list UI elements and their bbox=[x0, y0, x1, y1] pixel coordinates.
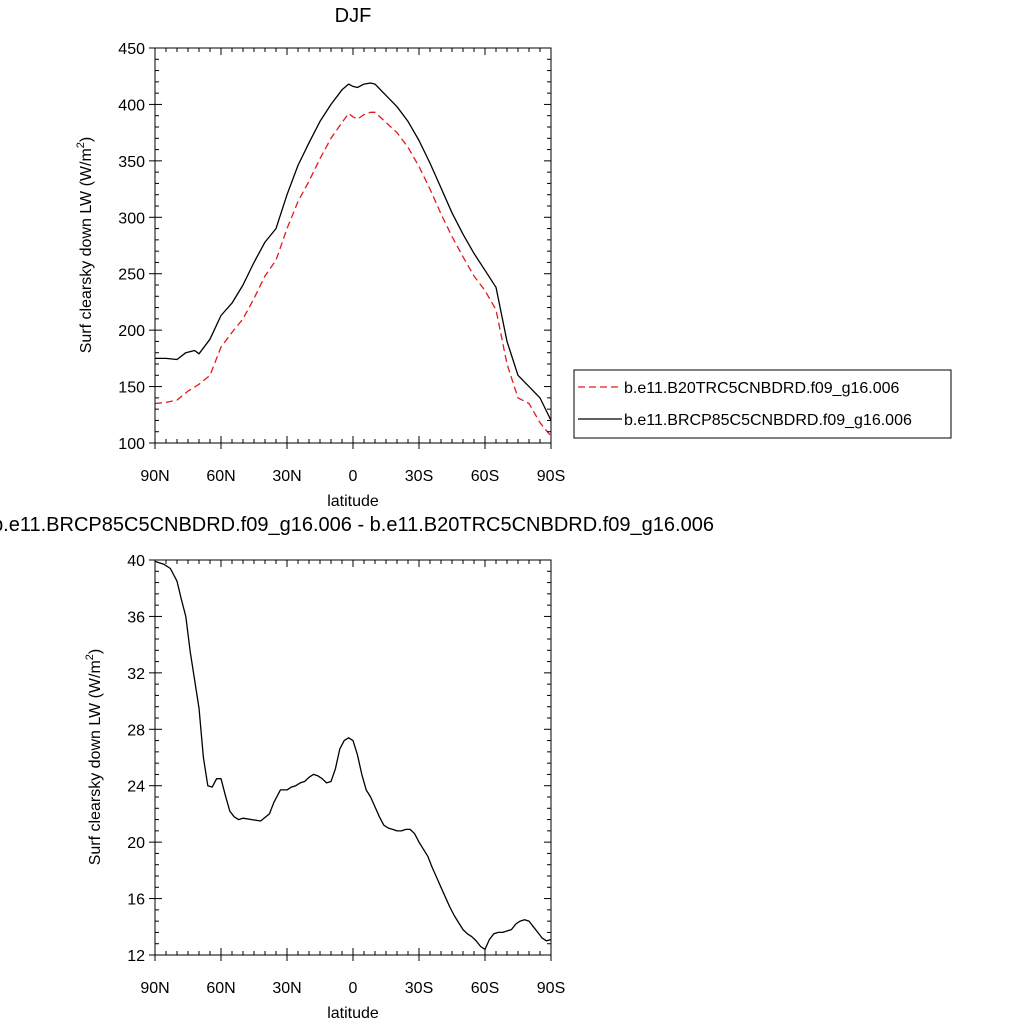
x-tick-label: 30S bbox=[405, 980, 433, 997]
y-tick-label: 400 bbox=[118, 97, 145, 114]
x-tick-label: 60S bbox=[471, 468, 499, 485]
y-tick-label: 12 bbox=[127, 948, 145, 965]
x-tick-label: 60N bbox=[206, 468, 235, 485]
legend-box bbox=[573, 369, 952, 439]
series-layer bbox=[154, 82, 552, 437]
x-axis-title: latitude bbox=[327, 1005, 379, 1022]
tick-layer: 90N 60N 30N 0 30S 60S 90S 12 16 20 24 28 32 36 40 bbox=[127, 553, 565, 997]
series-line-1-0 bbox=[154, 560, 552, 951]
series-line-0-0 bbox=[154, 111, 552, 437]
y-tick-label: 28 bbox=[127, 722, 145, 739]
y-tick-label: 24 bbox=[127, 779, 145, 796]
x-tick-label: 90N bbox=[140, 468, 169, 485]
y-tick-label: 40 bbox=[127, 553, 145, 570]
plot-frame bbox=[154, 47, 552, 444]
legend-label-rcp85: b.e11.BRCP85C5CNBDRD.f09_g16.006 bbox=[624, 412, 912, 429]
x-tick-label: 90S bbox=[537, 468, 565, 485]
y-tick-label: 350 bbox=[118, 154, 145, 171]
legend: b.e11.B20TRC5CNBDRD.f09_g16.006 b.e11.BR… bbox=[573, 369, 952, 439]
series-layer bbox=[154, 560, 552, 951]
x-axis-title: latitude bbox=[327, 493, 379, 510]
chart-title: DJF bbox=[335, 5, 372, 27]
y-tick-label: 36 bbox=[127, 609, 145, 626]
x-tick-label: 30S bbox=[405, 468, 433, 485]
x-tick-label: 60S bbox=[471, 980, 499, 997]
legend-label-historical: b.e11.B20TRC5CNBDRD.f09_g16.006 bbox=[624, 380, 900, 397]
y-tick-label: 16 bbox=[127, 892, 145, 909]
tick-layer: 90N 60N 30N 0 30S 60S 90S 100 150 200 250 300 350 400… bbox=[118, 41, 565, 485]
y-tick-label: 200 bbox=[118, 323, 145, 340]
y-tick-label: 20 bbox=[127, 835, 145, 852]
x-tick-label: 90S bbox=[537, 980, 565, 997]
x-tick-label: 30N bbox=[272, 468, 301, 485]
y-tick-label: 450 bbox=[118, 41, 145, 58]
y-tick-label: 150 bbox=[118, 380, 145, 397]
x-tick-label: 60N bbox=[206, 980, 235, 997]
y-tick-label: 100 bbox=[118, 436, 145, 453]
x-tick-label: 0 bbox=[349, 468, 358, 485]
panel-bottom: b.e11.BRCP85C5CNBDRD.f09_g16.006 - b.e11… bbox=[0, 514, 714, 1022]
y-tick-label: 300 bbox=[118, 210, 145, 227]
x-tick-label: 0 bbox=[349, 980, 358, 997]
difference-chart-title: b.e11.BRCP85C5CNBDRD.f09_g16.006 - b.e11… bbox=[0, 514, 714, 536]
x-tick-label: 90N bbox=[140, 980, 169, 997]
y-tick-label: 250 bbox=[118, 267, 145, 284]
y-axis-title: Surf clearsky down LW (W/m2) bbox=[75, 137, 95, 354]
series-line-0-1 bbox=[155, 82, 552, 421]
panel-top: DJF 90N 60N 30N 0 30S 60S 90S 100 150 200 250 300 35… bbox=[75, 5, 952, 510]
plot-frame bbox=[154, 559, 552, 956]
y-axis-title: Surf clearsky down LW (W/m2) bbox=[84, 649, 104, 866]
x-tick-label: 30N bbox=[272, 980, 301, 997]
y-tick-label: 32 bbox=[127, 666, 145, 683]
